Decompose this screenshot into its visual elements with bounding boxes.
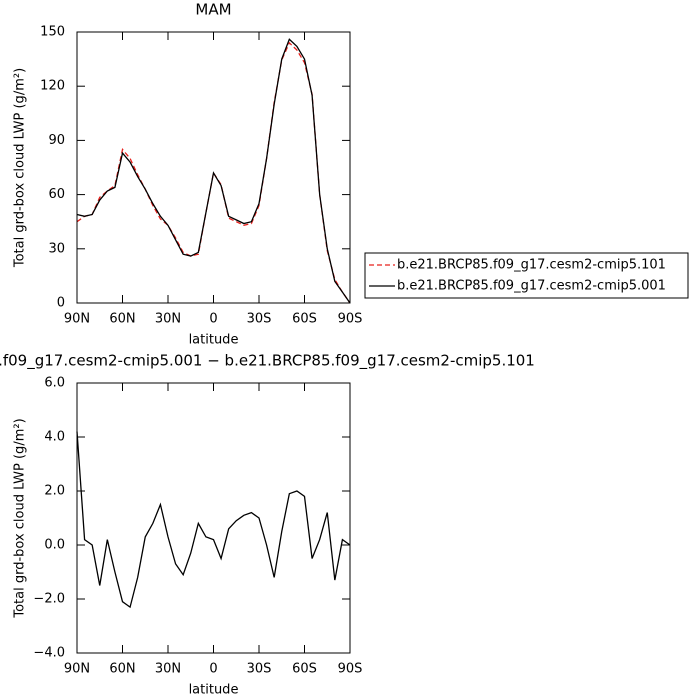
x-tick-label: 90S bbox=[338, 662, 363, 677]
x-axis-label: latitude bbox=[189, 333, 239, 348]
y-tick-label: −2.0 bbox=[33, 592, 65, 607]
plot-frame bbox=[76, 31, 351, 304]
x-tick-label: 0 bbox=[209, 312, 217, 327]
data-line bbox=[76, 38, 351, 304]
y-tick-label: 150 bbox=[40, 25, 65, 40]
x-tick-label: 60S bbox=[292, 662, 317, 677]
data-line bbox=[76, 431, 351, 609]
x-tick-label: 30S bbox=[247, 662, 272, 677]
y-axis-label: Total grd-box cloud LWP (g/m²) bbox=[13, 418, 28, 618]
y-tick-label: 0.0 bbox=[44, 538, 65, 553]
y-tick-label: 30 bbox=[48, 241, 65, 256]
plot-frame bbox=[76, 382, 351, 654]
y-tick-label: 0 bbox=[57, 296, 65, 311]
y-tick-label: 4.0 bbox=[44, 430, 65, 445]
x-tick-label: 60S bbox=[292, 312, 317, 327]
x-tick-label: 60N bbox=[109, 662, 135, 677]
y-axis-label: Total grd-box cloud LWP (g/m²) bbox=[13, 68, 28, 268]
legend-label: b.e21.BRCP85.f09_g17.cesm2-cmip5.101 bbox=[397, 258, 666, 273]
y-tick-label: 6.0 bbox=[44, 376, 65, 391]
y-tick-label: 120 bbox=[40, 79, 65, 94]
y-tick-label: 2.0 bbox=[44, 484, 65, 499]
x-tick-label: 90N bbox=[64, 312, 90, 327]
legend-box bbox=[364, 252, 689, 299]
x-axis-label: latitude bbox=[189, 683, 239, 698]
chart-title: MAM bbox=[195, 1, 231, 19]
x-tick-label: 60N bbox=[109, 312, 135, 327]
y-tick-label: 60 bbox=[48, 187, 65, 202]
x-tick-label: 30N bbox=[155, 662, 181, 677]
x-tick-label: 30N bbox=[155, 312, 181, 327]
x-tick-label: 0 bbox=[209, 662, 217, 677]
y-tick-label: −4.0 bbox=[33, 646, 65, 661]
y-tick-label: 90 bbox=[48, 133, 65, 148]
legend-label: b.e21.BRCP85.f09_g17.cesm2-cmip5.001 bbox=[397, 279, 666, 294]
x-tick-label: 90N bbox=[64, 662, 90, 677]
chart-title: b.e21.BRCP85.f09_g17.cesm2-cmip5.001 − b… bbox=[0, 352, 535, 371]
x-tick-label: 30S bbox=[247, 312, 272, 327]
x-tick-label: 90S bbox=[338, 312, 363, 327]
data-line bbox=[76, 41, 351, 304]
